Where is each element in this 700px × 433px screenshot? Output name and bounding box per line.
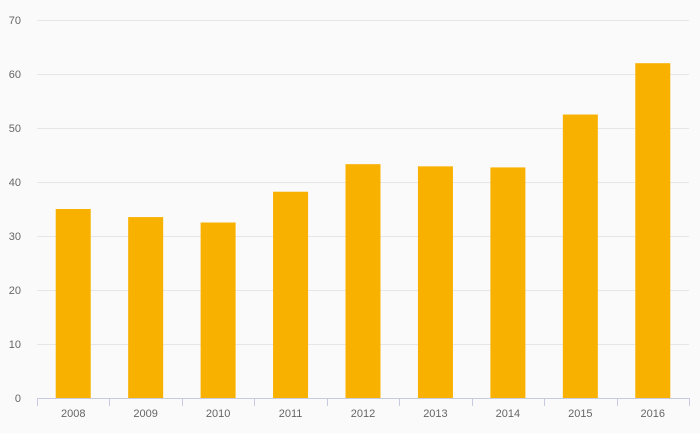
bar-2009 [128,217,164,398]
x-axis [37,398,690,406]
bar-2012 [345,164,381,398]
bars [55,63,671,398]
y-tick-label: 30 [9,231,21,243]
x-tick-label: 2014 [496,408,520,420]
x-tick-label: 2011 [279,408,303,420]
y-tick-label: 10 [9,339,21,351]
x-tick-label: 2009 [133,408,157,420]
x-tick-label: 2013 [423,408,447,420]
bar-2011 [273,191,309,398]
x-axis-tick-labels: 2008 2009 2010 2011 2012 2013 2014 2015 2016 [61,408,665,420]
y-tick-label: 60 [9,69,21,81]
y-tick-label: 0 [15,393,21,405]
y-tick-label: 70 [9,15,21,27]
y-axis-tick-labels: 0 10 20 30 40 50 60 70 [9,15,21,405]
x-tick-label: 2008 [61,408,85,420]
bar-2008 [55,209,91,398]
x-tick-label: 2016 [641,408,665,420]
bar-2010 [200,222,236,398]
y-tick-label: 20 [9,285,21,297]
x-tick-label: 2010 [206,408,230,420]
y-tick-label: 40 [9,177,21,189]
bar-2014 [490,167,526,398]
x-tick-label: 2015 [568,408,592,420]
bar-2016 [635,63,671,398]
y-tick-label: 50 [9,123,21,135]
bar-2015 [562,114,598,398]
x-tick-label: 2012 [351,408,375,420]
bar-2013 [417,166,453,398]
